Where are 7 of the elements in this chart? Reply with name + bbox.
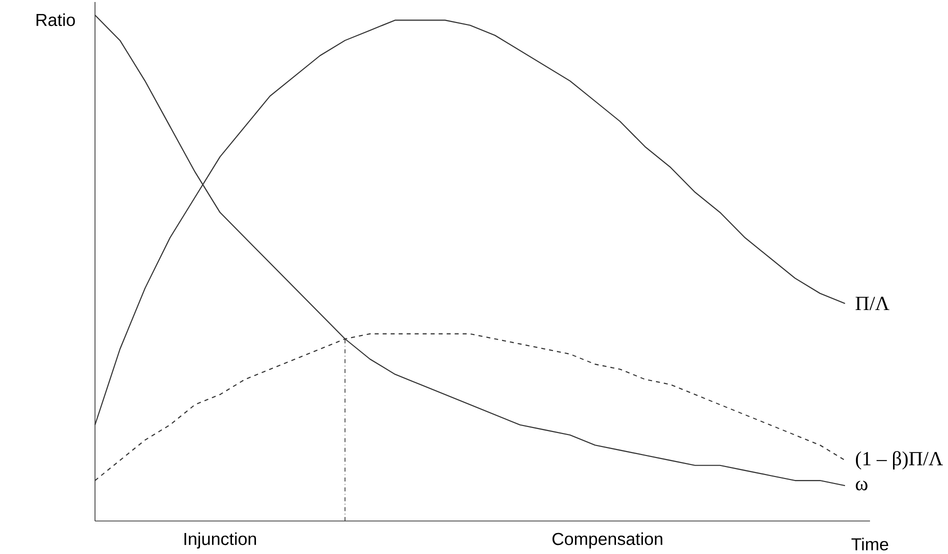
y-axis-title: Ratio (36, 13, 75, 26)
series-label: (1 – β)Π/Λ (856, 451, 943, 470)
x-axis-title: Time (851, 538, 888, 550)
text: Compensation (552, 532, 662, 549)
series-label: ω (856, 480, 868, 490)
series-label: Π/Λ (856, 296, 890, 310)
text: Injunction (184, 532, 256, 549)
